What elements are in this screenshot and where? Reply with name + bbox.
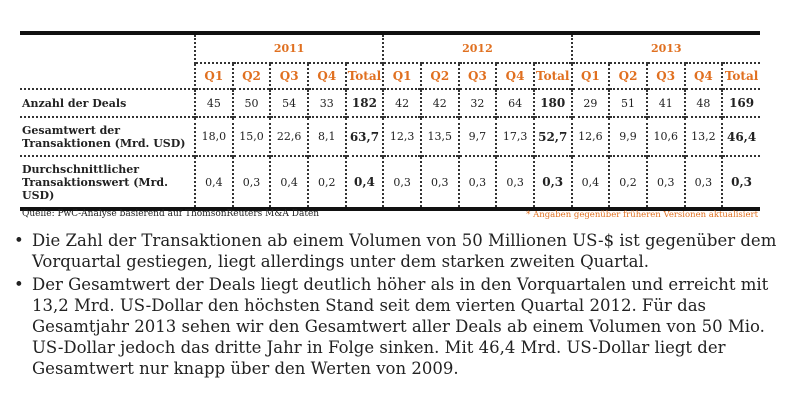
bullet-text: Der Gesamtwert der Deals liegt deutlich … bbox=[32, 275, 769, 378]
value-cell: 64 bbox=[495, 88, 534, 117]
bullet-list: • Die Zahl der Transaktionen ab einem Vol… bbox=[10, 230, 800, 381]
value-cell: 0,3 bbox=[231, 155, 271, 209]
year-header: 2012 bbox=[382, 33, 572, 63]
quarter-header: Q2 bbox=[419, 62, 459, 89]
value-cell: 51 bbox=[608, 88, 647, 117]
quarter-header: Q1 bbox=[570, 62, 610, 89]
value-cell: 22,6 bbox=[269, 116, 308, 156]
value-cell: 54 bbox=[269, 88, 308, 117]
value-cell: 42 bbox=[419, 88, 459, 117]
value-cell: 9,9 bbox=[608, 116, 647, 156]
total-cell: 0,4 bbox=[344, 155, 384, 209]
row-label: Durchschnittlicher Transaktionswert (Mrd… bbox=[20, 155, 195, 209]
total-cell: 46,4 bbox=[721, 116, 760, 156]
value-cell: 0,3 bbox=[645, 155, 685, 209]
value-cell: 13,2 bbox=[683, 116, 723, 156]
quarter-header: Q1 bbox=[382, 62, 421, 89]
quarter-header: Total bbox=[721, 62, 760, 89]
value-cell: 0,4 bbox=[194, 155, 233, 209]
value-cell: 18,0 bbox=[194, 116, 233, 156]
quarter-header: Q4 bbox=[495, 62, 534, 89]
source-text: Quelle: PwC-Analyse basierend auf Thomso… bbox=[22, 209, 320, 219]
value-cell: 32 bbox=[457, 88, 497, 117]
quarter-header: Q3 bbox=[645, 62, 685, 89]
total-cell: 52,7 bbox=[532, 116, 572, 156]
value-cell: 0,3 bbox=[495, 155, 534, 209]
year-header: 2011 bbox=[193, 33, 384, 63]
value-cell: 17,3 bbox=[495, 116, 534, 156]
value-cell: 8,1 bbox=[306, 116, 346, 156]
value-cell: 0,2 bbox=[608, 155, 647, 209]
total-cell: 182 bbox=[344, 88, 384, 117]
value-cell: 0,2 bbox=[306, 155, 346, 209]
value-cell: 42 bbox=[382, 88, 421, 117]
quarter-header: Q3 bbox=[269, 62, 308, 89]
deals-table: 2011 2012 2013 Q1 Q2 Q3 Q4 Total Q1 Q2 Q3 Q4 Total Q… bbox=[20, 31, 760, 211]
table-row: Gesamtwert der Transaktionen (Mrd. USD) 1… bbox=[20, 116, 760, 156]
bullet-item: • Der Gesamtwert der Deals liegt deutlich… bbox=[10, 274, 800, 379]
value-cell: 0,3 bbox=[457, 155, 497, 209]
total-cell: 63,7 bbox=[344, 116, 384, 156]
value-cell: 0,3 bbox=[382, 155, 421, 209]
value-cell: 0,3 bbox=[683, 155, 723, 209]
quarter-header: Q3 bbox=[457, 62, 497, 89]
corner-cell bbox=[20, 33, 195, 63]
bullet-icon: • bbox=[14, 231, 24, 250]
quarter-header: Total bbox=[532, 62, 572, 89]
row-label: Gesamtwert der Transaktionen (Mrd. USD) bbox=[20, 116, 195, 156]
total-cell: 0,3 bbox=[721, 155, 760, 209]
value-cell: 12,3 bbox=[382, 116, 421, 156]
value-cell: 13,5 bbox=[419, 116, 459, 156]
value-cell: 41 bbox=[645, 88, 685, 117]
quarter-header: Q2 bbox=[608, 62, 647, 89]
row-label: Anzahl der Deals bbox=[20, 88, 195, 117]
corner-cell bbox=[20, 63, 195, 89]
value-cell: 50 bbox=[231, 88, 271, 117]
value-cell: 15,0 bbox=[231, 116, 271, 156]
value-cell: 9,7 bbox=[457, 116, 497, 156]
update-note: * Angaben gegenüber früheren Versionen a… bbox=[526, 210, 758, 220]
quarter-header: Total bbox=[344, 62, 384, 89]
year-header: 2013 bbox=[570, 33, 760, 63]
quarter-header: Q2 bbox=[231, 62, 271, 89]
total-cell: 169 bbox=[721, 88, 760, 117]
bullet-text: Die Zahl der Transaktionen ab einem Volu… bbox=[32, 231, 777, 271]
value-cell: 33 bbox=[306, 88, 346, 117]
value-cell: 0,4 bbox=[269, 155, 308, 209]
bullet-item: • Die Zahl der Transaktionen ab einem Vol… bbox=[10, 230, 800, 272]
value-cell: 10,6 bbox=[645, 116, 685, 156]
table-row: Anzahl der Deals 45 50 54 33 182 42 42 32 64 180 29… bbox=[20, 88, 760, 117]
table-row: Durchschnittlicher Transaktionswert (Mrd… bbox=[20, 155, 760, 209]
quarter-header: Q4 bbox=[306, 62, 346, 89]
value-cell: 48 bbox=[683, 88, 723, 117]
value-cell: 45 bbox=[194, 88, 233, 117]
total-cell: 180 bbox=[532, 88, 572, 117]
value-cell: 12,6 bbox=[570, 116, 610, 156]
total-cell: 0,3 bbox=[532, 155, 572, 209]
value-cell: 0,3 bbox=[419, 155, 459, 209]
value-cell: 0,4 bbox=[570, 155, 610, 209]
quarter-header: Q4 bbox=[683, 62, 723, 89]
value-cell: 29 bbox=[570, 88, 610, 117]
bullet-icon: • bbox=[14, 275, 24, 294]
quarter-header: Q1 bbox=[194, 62, 233, 89]
